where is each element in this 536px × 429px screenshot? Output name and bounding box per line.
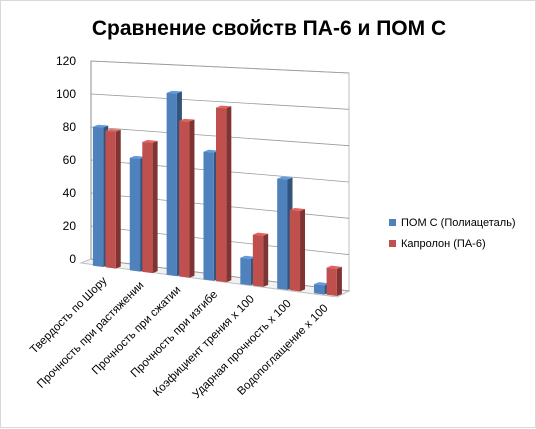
bar-top	[92, 124, 109, 128]
bar-top	[203, 149, 219, 153]
bar-side	[152, 140, 158, 274]
gridline	[90, 60, 350, 74]
bar	[240, 257, 251, 286]
bar-top	[105, 129, 121, 132]
bar	[216, 107, 227, 283]
bar-side	[263, 233, 269, 287]
y-tick-label: 40	[63, 186, 77, 200]
bar	[252, 234, 264, 287]
bar	[314, 284, 325, 295]
bar	[129, 157, 141, 272]
bar	[289, 210, 301, 292]
bar-top	[289, 208, 306, 211]
bar-top	[240, 255, 256, 259]
legend: ПОМ С (Полиацеталь) Капролон (ПА-6)	[389, 217, 516, 250]
gridline	[90, 93, 350, 110]
bar	[166, 92, 177, 277]
y-tick-label: 80	[63, 120, 77, 134]
y-tick-label: 20	[63, 219, 77, 233]
bar	[142, 142, 153, 274]
bars	[92, 90, 342, 296]
bar-top	[142, 140, 158, 143]
y-tick-label: 100	[56, 87, 76, 101]
y-tick-label: 120	[56, 54, 76, 68]
bar	[92, 126, 104, 268]
legend-label: Капролон (ПА-6)	[401, 238, 486, 250]
bar-side	[336, 266, 342, 296]
bar	[105, 131, 116, 269]
bar-side	[226, 106, 232, 283]
y-axis-ticks: 0 20 40 60 80 100 120	[56, 54, 76, 266]
y-tick-label: 0	[69, 252, 76, 266]
bar-side	[189, 119, 195, 278]
legend-swatch	[389, 219, 396, 226]
chart-title: Сравнение свойств ПА-6 и ПОМ С	[92, 17, 446, 40]
bar-top	[277, 176, 293, 180]
legend-swatch	[389, 240, 396, 247]
bar	[203, 151, 214, 281]
bar-top	[216, 105, 232, 109]
bar-top	[166, 90, 182, 94]
bar-side	[115, 129, 121, 269]
bar-side	[300, 208, 306, 292]
bar-top	[179, 118, 195, 122]
bar-top	[129, 155, 146, 159]
x-tick-label: Твердость по Шору	[28, 275, 110, 357]
bar	[326, 267, 337, 296]
bar	[179, 120, 190, 278]
bar	[277, 178, 288, 290]
bar-top	[326, 265, 342, 269]
bar-top	[314, 282, 330, 286]
bar-top	[252, 232, 269, 236]
legend-label: ПОМ С (Полиацеталь)	[401, 217, 516, 229]
y-tick-label: 60	[63, 153, 77, 167]
